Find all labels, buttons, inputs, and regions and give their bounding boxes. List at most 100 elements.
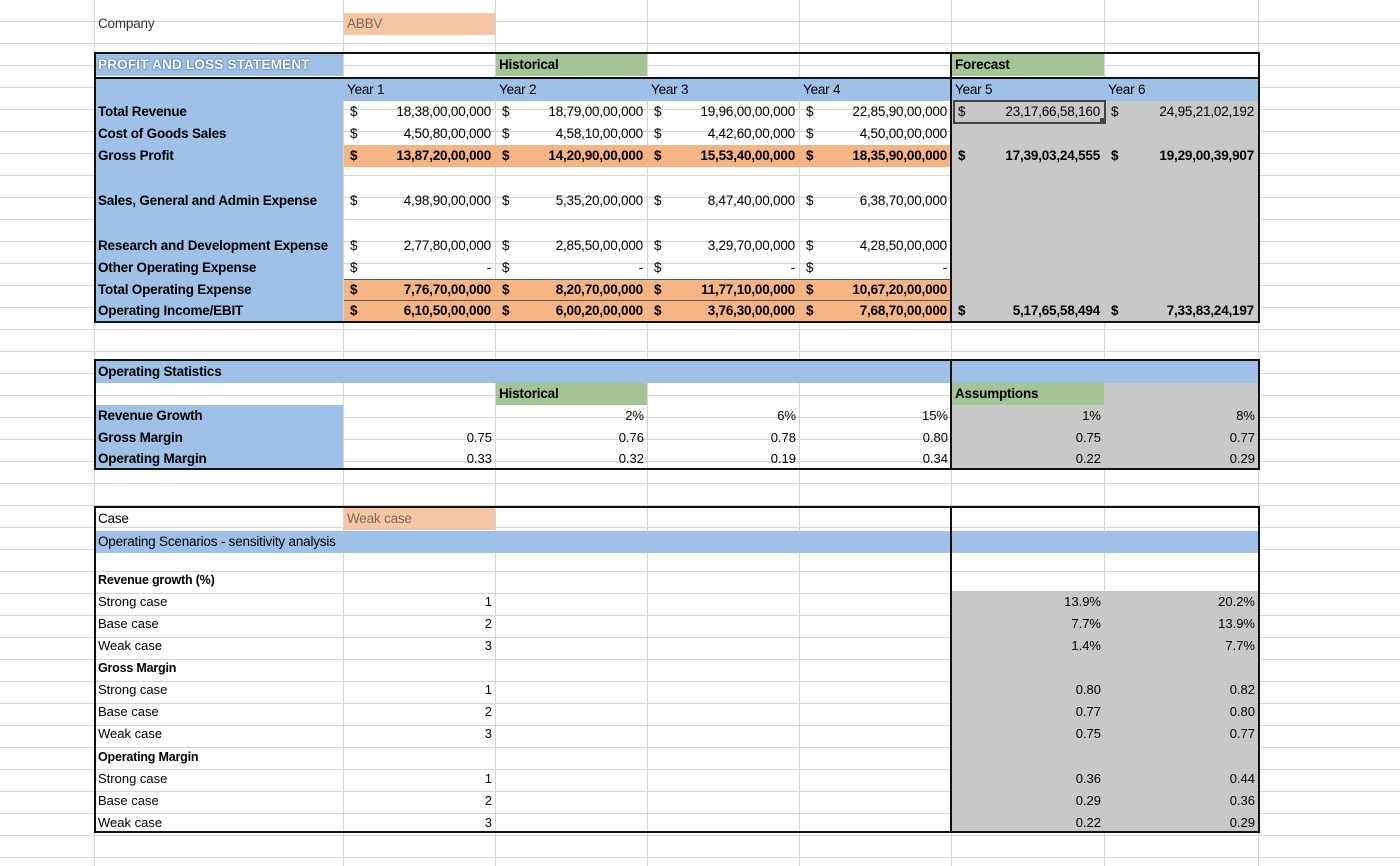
- scenario-case-number[interactable]: 2: [484, 616, 492, 631]
- scenario-case-label[interactable]: Base case: [98, 793, 159, 808]
- gross-margin-year-1-cell[interactable]: 0.75: [466, 430, 492, 445]
- revenue-growth-year-3-cell[interactable]: 6%: [777, 408, 796, 423]
- operating-margin-year-2-cell[interactable]: 0.32: [618, 451, 644, 466]
- scenario-year-6-cell[interactable]: 20.2%: [1218, 594, 1255, 609]
- scenario-case-label[interactable]: Weak case: [98, 726, 163, 741]
- scenario-group-title[interactable]: Revenue growth (%): [98, 573, 215, 587]
- total-revenue-year-4-cell[interactable]: $22,85,90,00,000: [800, 101, 951, 123]
- other-opex-year-3-cell[interactable]: $ -: [648, 257, 799, 279]
- stats-title[interactable]: Operating Statistics: [98, 364, 222, 379]
- scenario-case-number[interactable]: 3: [484, 726, 492, 741]
- cogs-year-2-cell[interactable]: $4,58,10,00,000: [496, 123, 647, 145]
- scenario-case-label[interactable]: Weak case: [98, 638, 163, 653]
- gross-profit-year-1-cell[interactable]: $13,87,20,00,000: [344, 145, 495, 167]
- scenario-year-5-cell[interactable]: 13.9%: [1064, 594, 1101, 609]
- scenario-year-5-cell[interactable]: 0.75: [1075, 726, 1101, 741]
- scenario-case-label[interactable]: Strong case: [98, 594, 168, 609]
- stats-historical-header[interactable]: Historical: [496, 383, 647, 405]
- scenario-case-number[interactable]: 1: [484, 771, 492, 786]
- ebit-year-4-cell[interactable]: $7,68,70,00,000: [800, 300, 951, 322]
- year-5-header[interactable]: Year 5: [955, 82, 993, 97]
- revenue-growth-year-4-cell[interactable]: 15%: [921, 408, 948, 423]
- year-1-header[interactable]: Year 1: [347, 82, 385, 97]
- gross-profit-year-3-cell[interactable]: $15,53,40,00,000: [648, 145, 799, 167]
- scenario-year-6-cell[interactable]: 0.82: [1229, 682, 1255, 697]
- scenario-case-number[interactable]: 2: [484, 793, 492, 808]
- cogs-label[interactable]: Cost of Goods Sales: [98, 126, 227, 141]
- scenario-case-number[interactable]: 3: [484, 815, 492, 830]
- revenue-growth-year-5-cell[interactable]: 1%: [1082, 408, 1101, 423]
- scenario-year-5-cell[interactable]: 0.29: [1075, 793, 1101, 808]
- rnd-year-2-cell[interactable]: $2,85,50,00,000: [496, 235, 647, 257]
- operating-margin-year-1-cell[interactable]: 0.33: [466, 451, 492, 466]
- scenario-year-5-cell[interactable]: 0.80: [1075, 682, 1101, 697]
- rnd-year-1-cell[interactable]: $2,77,80,00,000: [344, 235, 495, 257]
- scenario-case-number[interactable]: 1: [484, 594, 492, 609]
- sga-year-2-cell[interactable]: $5,35,20,00,000: [496, 190, 647, 212]
- year-4-header[interactable]: Year 4: [803, 82, 841, 97]
- stats-assumptions-header[interactable]: Assumptions: [952, 383, 1104, 405]
- ebit-year-2-cell[interactable]: $6,00,20,00,000: [496, 300, 647, 322]
- cogs-year-3-cell[interactable]: $4,42,60,00,000: [648, 123, 799, 145]
- operating-margin-year-5-cell[interactable]: 0.22: [1075, 451, 1101, 466]
- scenario-year-6-cell[interactable]: 0.36: [1229, 793, 1255, 808]
- pnl-title[interactable]: PROFIT AND LOSS STATEMENT: [95, 54, 343, 76]
- gross-margin-year-3-cell[interactable]: 0.78: [770, 430, 796, 445]
- year-6-header[interactable]: Year 6: [1108, 82, 1146, 97]
- scenario-year-5-cell[interactable]: 0.77: [1075, 704, 1101, 719]
- pnl-forecast-header[interactable]: Forecast: [952, 54, 1104, 76]
- gross-margin-year-4-cell[interactable]: 0.80: [922, 430, 948, 445]
- total-opex-year-3-cell[interactable]: $11,77,10,00,000: [648, 279, 799, 301]
- fill-handle[interactable]: [1100, 118, 1106, 124]
- other-opex-year-2-cell[interactable]: $ -: [496, 257, 647, 279]
- total-revenue-year-1-cell[interactable]: $18,38,00,00,000: [344, 101, 495, 123]
- ebit-year-5-cell[interactable]: $5,17,65,58,494: [952, 300, 1104, 322]
- scenario-year-6-cell[interactable]: 0.77: [1229, 726, 1255, 741]
- scenario-case-number[interactable]: 1: [484, 682, 492, 697]
- sga-year-3-cell[interactable]: $8,47,40,00,000: [648, 190, 799, 212]
- scenario-year-5-cell[interactable]: 1.4%: [1071, 638, 1101, 653]
- gross-profit-year-2-cell[interactable]: $14,20,90,00,000: [496, 145, 647, 167]
- scenarios-title[interactable]: Operating Scenarios - sensitivity analys…: [98, 534, 336, 549]
- year-3-header[interactable]: Year 3: [651, 82, 689, 97]
- gross-profit-label[interactable]: Gross Profit: [98, 148, 174, 163]
- rnd-label[interactable]: Research and Development Expense: [98, 238, 328, 253]
- scenario-year-5-cell[interactable]: 7.7%: [1071, 616, 1101, 631]
- revenue-growth-label[interactable]: Revenue Growth: [98, 408, 203, 423]
- cogs-year-1-cell[interactable]: $4,50,80,00,000: [344, 123, 495, 145]
- operating-margin-label[interactable]: Operating Margin: [98, 451, 207, 466]
- ebit-year-6-cell[interactable]: $7,33,83,24,197: [1105, 300, 1258, 322]
- total-revenue-label[interactable]: Total Revenue: [98, 104, 187, 119]
- gross-margin-label[interactable]: Gross Margin: [98, 430, 183, 445]
- ebit-year-3-cell[interactable]: $3,76,30,00,000: [648, 300, 799, 322]
- revenue-growth-year-6-cell[interactable]: 8%: [1236, 408, 1255, 423]
- scenario-case-number[interactable]: 2: [484, 704, 492, 719]
- company-value-cell[interactable]: ABBV: [344, 13, 495, 35]
- total-opex-label[interactable]: Total Operating Expense: [98, 282, 252, 297]
- scenario-year-5-cell[interactable]: 0.22: [1075, 815, 1101, 830]
- scenario-case-label[interactable]: Weak case: [98, 815, 163, 830]
- scenario-year-6-cell[interactable]: 0.80: [1229, 704, 1255, 719]
- total-revenue-year-3-cell[interactable]: $19,96,00,00,000: [648, 101, 799, 123]
- rnd-year-3-cell[interactable]: $3,29,70,00,000: [648, 235, 799, 257]
- gross-profit-year-6-cell[interactable]: $19,29,00,39,907: [1105, 145, 1258, 167]
- other-opex-year-4-cell[interactable]: $ -: [800, 257, 951, 279]
- company-label[interactable]: Company: [98, 16, 155, 31]
- total-opex-year-2-cell[interactable]: $8,20,70,00,000: [496, 279, 647, 301]
- scenario-case-label[interactable]: Strong case: [98, 682, 168, 697]
- gross-margin-year-5-cell[interactable]: 0.75: [1075, 430, 1101, 445]
- scenario-case-label[interactable]: Base case: [98, 616, 159, 631]
- gross-profit-year-5-cell[interactable]: $17,39,03,24,555: [952, 145, 1104, 167]
- scenario-year-5-cell[interactable]: 0.36: [1075, 771, 1101, 786]
- case-label[interactable]: Case: [98, 511, 129, 526]
- gross-margin-year-2-cell[interactable]: 0.76: [618, 430, 644, 445]
- revenue-growth-year-2-cell[interactable]: 2%: [625, 408, 644, 423]
- rnd-year-4-cell[interactable]: $4,28,50,00,000: [800, 235, 951, 257]
- total-opex-year-1-cell[interactable]: $7,76,70,00,000: [344, 279, 495, 301]
- sga-year-1-cell[interactable]: $4,98,90,00,000: [344, 190, 495, 212]
- sga-label[interactable]: Sales, General and Admin Expense: [98, 193, 317, 208]
- scenario-year-6-cell[interactable]: 13.9%: [1218, 616, 1255, 631]
- scenario-group-title[interactable]: Operating Margin: [98, 750, 199, 764]
- sga-year-4-cell[interactable]: $6,38,70,00,000: [800, 190, 951, 212]
- total-revenue-year-5-cell[interactable]: $23,17,66,58,160: [952, 101, 1104, 123]
